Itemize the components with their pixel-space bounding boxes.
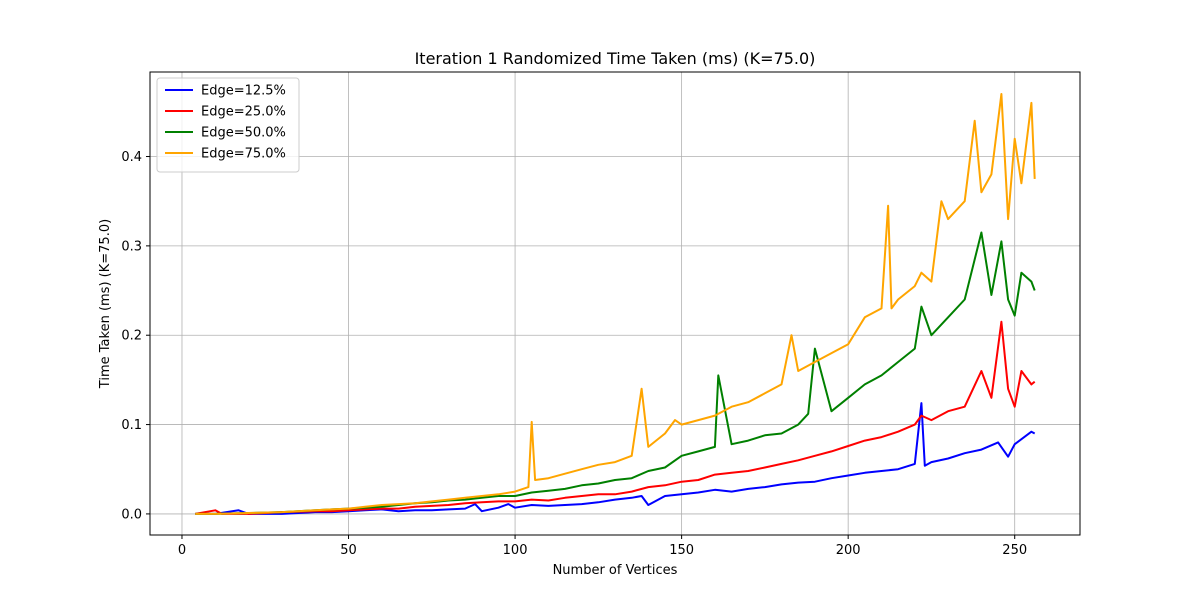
y-tick-label: 0.2	[121, 329, 142, 344]
series-line	[195, 93, 1036, 515]
y-tick-label: 0.1	[121, 418, 142, 433]
legend-box	[156, 77, 300, 173]
chart-title: Iteration 1 Randomized Time Taken (ms) (…	[415, 49, 816, 68]
x-tick-label: 200	[836, 543, 861, 558]
x-axis-label: Number of Vertices	[553, 563, 678, 578]
x-tick-label: 250	[1002, 543, 1027, 558]
legend-label: Edge=75.0%	[201, 147, 286, 162]
x-tick-label: 50	[340, 543, 357, 558]
series-line	[195, 320, 1036, 515]
series-lines	[195, 93, 1036, 515]
grid-lines	[150, 72, 1080, 535]
y-tick-label: 0.3	[121, 239, 142, 254]
x-tick-label: 0	[178, 543, 186, 558]
x-tick-label: 150	[669, 543, 694, 558]
legend-label: Edge=25.0%	[201, 105, 286, 120]
axis-ticks: 0 50 100 150 200 250 0.0 0.1 0.2 0.3 0.4	[121, 150, 1027, 558]
y-tick-label: 0.4	[121, 150, 142, 165]
legend-label: Edge=12.5%	[201, 84, 286, 99]
series-line	[195, 402, 1036, 515]
legend-label: Edge=50.0%	[201, 126, 286, 141]
y-axis-label: Time Taken (ms) (K=75.0)	[98, 219, 113, 389]
y-tick-label: 0.0	[121, 507, 142, 522]
legend: Edge=12.5% Edge=25.0% Edge=50.0% Edge=75.0%	[156, 77, 300, 173]
x-tick-label: 100	[503, 543, 528, 558]
plot-area-frame	[149, 71, 1081, 536]
